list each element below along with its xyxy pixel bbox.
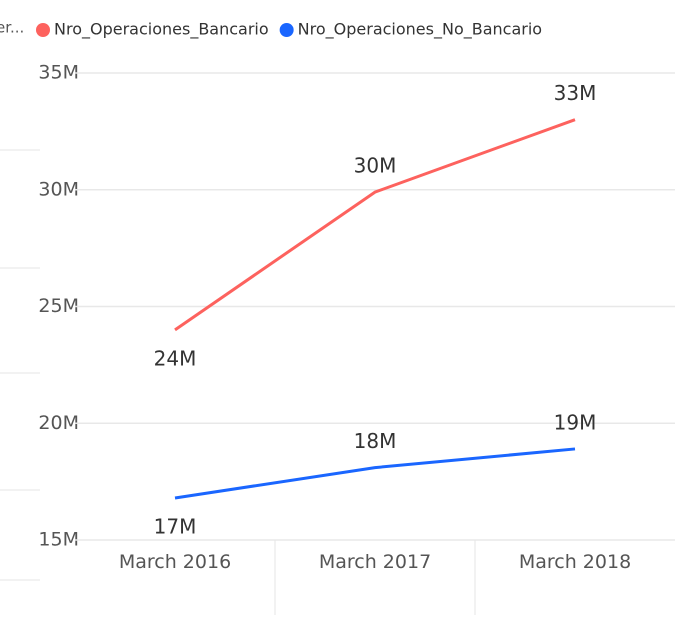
y-tick-label: 15M <box>38 529 79 551</box>
y-tick-label: 35M <box>38 62 79 84</box>
legend-label: Nro_Operaciones_No_Bancario <box>298 20 542 40</box>
y-tick-label: 25M <box>38 295 79 317</box>
data-label: 33M <box>554 81 597 105</box>
legend-title: er... <box>0 19 24 37</box>
x-tick-label: March 2018 <box>518 551 632 573</box>
legend-marker <box>36 23 50 37</box>
x-tick-label: March 2017 <box>318 551 432 573</box>
y-tick-label: 20M <box>38 412 79 434</box>
data-label: 18M <box>354 429 397 453</box>
data-label: 19M <box>554 410 597 434</box>
legend-marker <box>279 23 294 37</box>
legend-label: Nro_Operaciones_Bancario <box>54 20 269 40</box>
side-decoration <box>0 149 40 581</box>
data-label: 24M <box>154 346 197 370</box>
y-tick-label: 30M <box>38 178 79 200</box>
x-tick-label: March 2016 <box>118 551 232 573</box>
data-label: 17M <box>154 514 197 538</box>
series-line <box>174 447 576 500</box>
series-line <box>174 118 576 332</box>
data-label: 30M <box>354 154 397 178</box>
